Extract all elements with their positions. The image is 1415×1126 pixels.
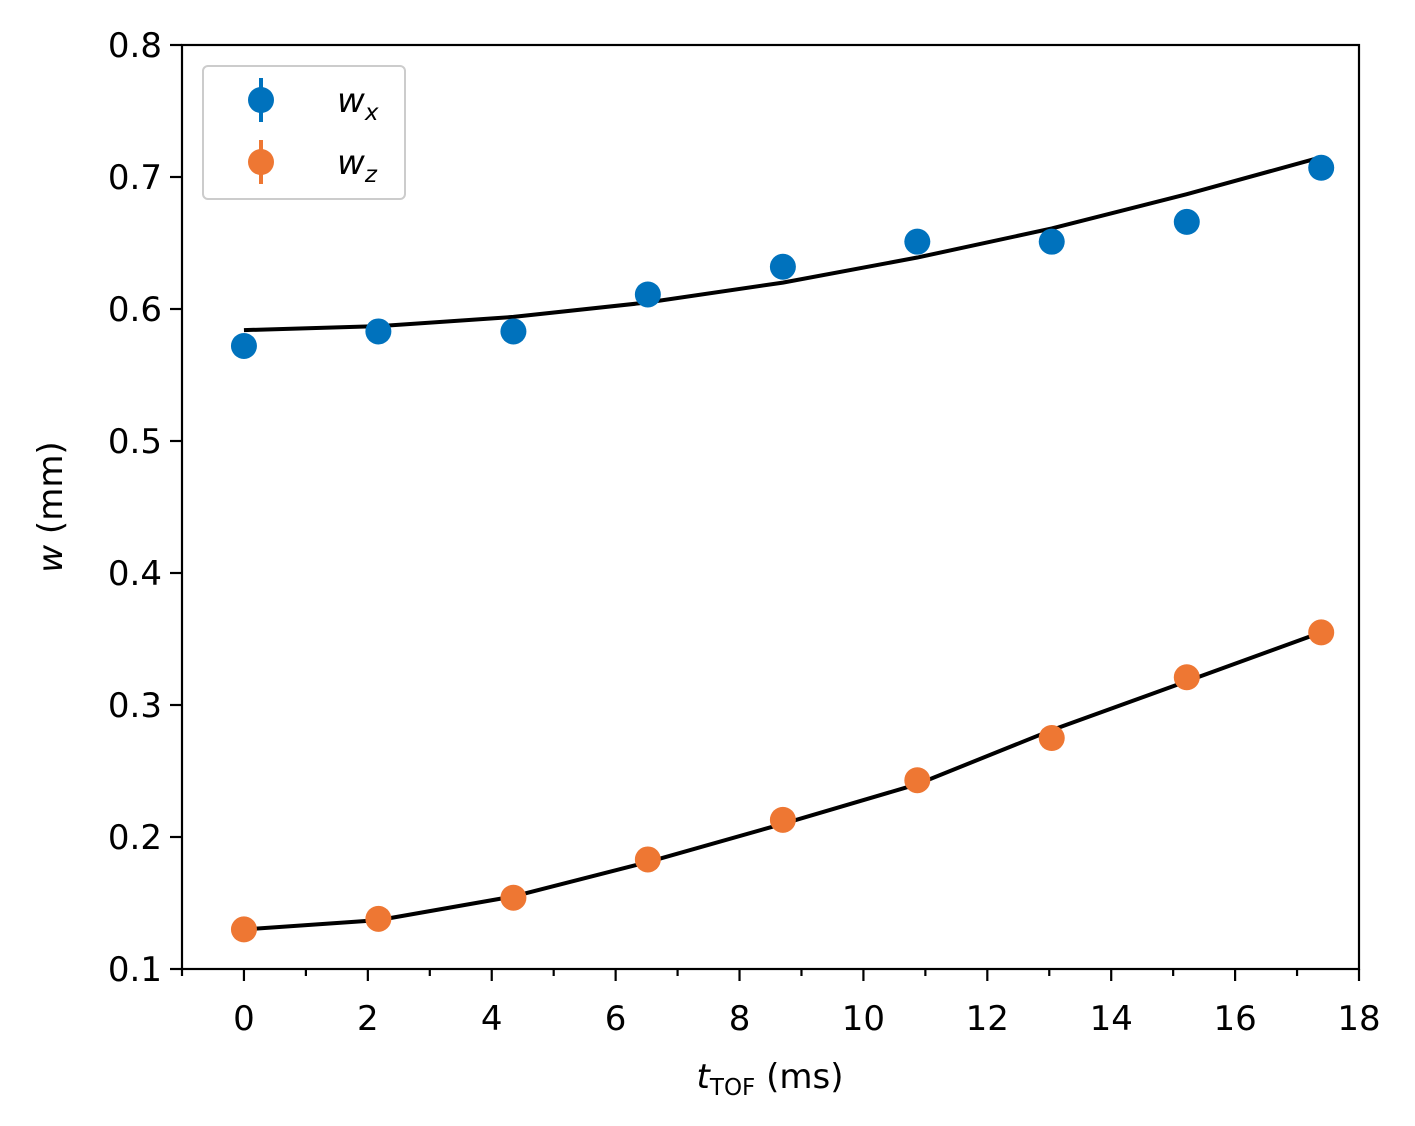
point-w-z [769, 806, 796, 833]
plot-frame [180, 43, 1361, 971]
x-tick-label: 14 [1090, 999, 1133, 1039]
point-w-x [769, 253, 796, 280]
x-tick-label: 2 [357, 999, 379, 1039]
data-markers [230, 154, 1335, 943]
point-w-z [1173, 664, 1200, 691]
legend-label: wx [337, 81, 379, 126]
legend-marker [248, 87, 274, 113]
point-w-z [1308, 619, 1335, 646]
y-tick-label: 0.7 [108, 158, 162, 198]
point-w-x [365, 318, 392, 345]
x-tick-label: 8 [729, 999, 751, 1039]
x-tick-label: 6 [605, 999, 627, 1039]
legend: wx wz [202, 65, 406, 200]
x-axis-label: tTOF (ms) [697, 1057, 844, 1101]
point-w-x [500, 318, 527, 345]
legend-marker [248, 149, 274, 175]
point-w-x [904, 228, 931, 255]
point-w-z [230, 916, 257, 943]
legend-label: wz [337, 143, 378, 188]
point-w-x [1308, 154, 1335, 181]
y-tick-label: 0.6 [108, 290, 162, 330]
point-w-x [1173, 208, 1200, 235]
legend-item-w-x: wx [248, 78, 379, 126]
y-tick-label: 0.5 [108, 422, 162, 462]
x-axis-ticks: 0 2 4 6 8 10 12 14 16 18 [180, 969, 1381, 1039]
point-w-z [904, 767, 931, 794]
y-tick-label: 0.8 [108, 26, 162, 66]
y-tick-label: 0.1 [108, 950, 162, 990]
x-tick-label: 18 [1337, 999, 1380, 1039]
fit-line-w-x [243, 155, 1322, 333]
point-w-z [1038, 725, 1065, 751]
x-tick-label: 4 [481, 999, 503, 1039]
x-tick-label: 16 [1213, 999, 1256, 1039]
x-tick-label: 10 [842, 999, 885, 1039]
y-axis-label: w (mm) [31, 441, 71, 572]
point-w-x [1038, 228, 1065, 255]
y-tick-label: 0.4 [108, 554, 162, 594]
point-w-x [634, 281, 661, 308]
x-tick-label: 12 [966, 999, 1009, 1039]
point-w-z [634, 846, 661, 873]
point-w-z [365, 905, 392, 932]
y-tick-label: 0.2 [108, 818, 162, 858]
point-w-x [230, 332, 257, 359]
point-w-z [500, 884, 527, 911]
legend-item-w-z: wz [248, 140, 378, 188]
y-tick-label: 0.3 [108, 686, 162, 726]
y-axis-ticks: 0.1 0.2 0.3 0.4 0.5 0.6 0.7 0.8 [108, 26, 182, 990]
x-tick-label: 0 [233, 999, 255, 1039]
